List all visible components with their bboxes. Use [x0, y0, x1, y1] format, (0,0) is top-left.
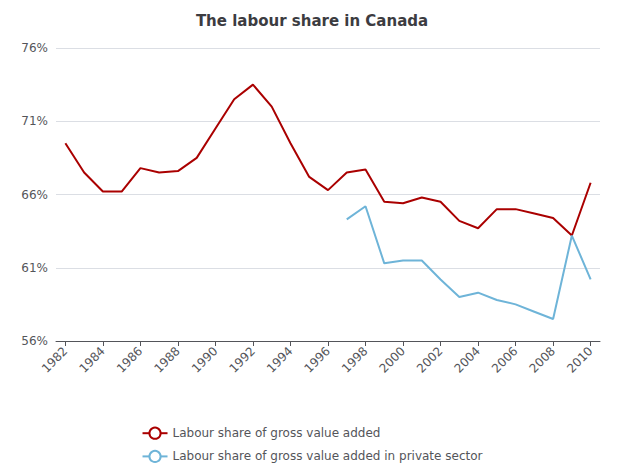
svg-text:1994: 1994 — [264, 344, 295, 375]
svg-text:2008: 2008 — [527, 344, 558, 375]
svg-text:2000: 2000 — [377, 344, 408, 375]
svg-text:2002: 2002 — [414, 344, 445, 375]
svg-text:2004: 2004 — [452, 344, 483, 375]
svg-text:Labour share of gross value ad: Labour share of gross value added in pri… — [173, 449, 483, 463]
svg-text:1996: 1996 — [301, 344, 332, 375]
svg-text:2006: 2006 — [489, 344, 520, 375]
svg-text:1992: 1992 — [226, 344, 257, 375]
svg-text:1986: 1986 — [114, 344, 145, 375]
svg-text:76%: 76% — [21, 41, 48, 55]
svg-text:Labour share of gross value ad: Labour share of gross value added — [173, 426, 381, 440]
svg-text:56%: 56% — [21, 334, 48, 348]
svg-text:1982: 1982 — [39, 344, 70, 375]
svg-text:1990: 1990 — [189, 344, 220, 375]
svg-text:66%: 66% — [21, 188, 48, 202]
svg-text:2010: 2010 — [564, 344, 595, 375]
svg-text:1988: 1988 — [151, 344, 182, 375]
svg-text:1984: 1984 — [76, 344, 107, 375]
svg-text:71%: 71% — [21, 114, 48, 128]
svg-text:The labour share in Canada: The labour share in Canada — [196, 12, 428, 30]
svg-text:61%: 61% — [21, 261, 48, 275]
svg-text:1998: 1998 — [339, 344, 370, 375]
